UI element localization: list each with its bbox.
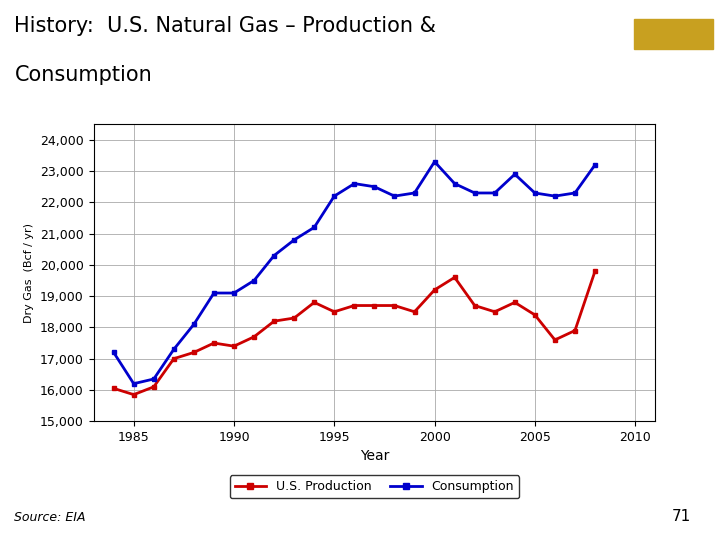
Y-axis label: Dry Gas  (Bcf / yr): Dry Gas (Bcf / yr) [24,222,35,323]
Legend: U.S. Production, Consumption: U.S. Production, Consumption [230,475,519,498]
Text: Source: EIA: Source: EIA [14,511,86,524]
Text: History:  U.S. Natural Gas – Production &: History: U.S. Natural Gas – Production & [14,16,436,36]
Text: 71: 71 [672,509,691,524]
X-axis label: Year: Year [360,449,389,463]
Text: Consumption: Consumption [14,65,152,85]
